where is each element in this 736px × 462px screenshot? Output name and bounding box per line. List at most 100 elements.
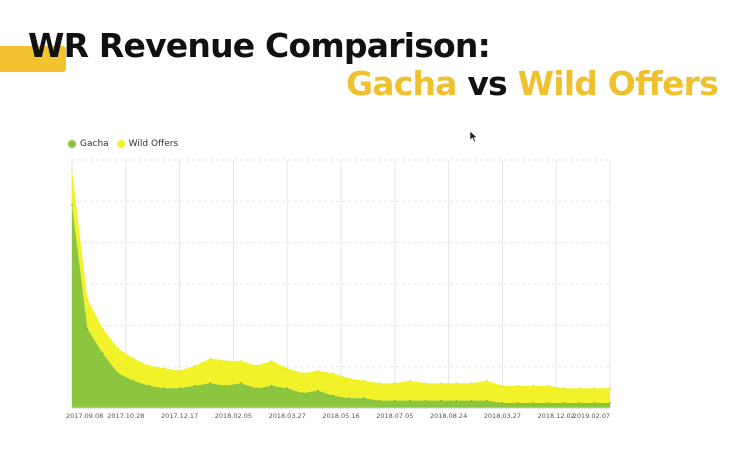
x-tick-label: 2018.03.27 (484, 412, 521, 420)
data-point-wild-offers (148, 365, 150, 367)
data-point-gacha (347, 397, 350, 399)
data-point-wild-offers (271, 360, 273, 362)
data-point-gacha (470, 399, 473, 402)
legend-label-gacha: Gacha (80, 139, 109, 149)
data-point-wild-offers (501, 384, 504, 387)
data-point-wild-offers (163, 367, 166, 370)
data-point-wild-offers (547, 384, 550, 387)
mouse-cursor-icon (470, 131, 478, 143)
data-point-wild-offers (455, 382, 458, 385)
x-tick-label: 2018.12.02 (538, 412, 575, 420)
data-point-gacha (609, 402, 611, 404)
title-line2: Gacha vs Wild Offers (345, 64, 719, 103)
data-point-gacha (455, 399, 458, 402)
x-tick-label: 2017.12.17 (161, 412, 198, 420)
data-point-wild-offers (470, 382, 473, 385)
data-point-wild-offers (363, 379, 365, 382)
data-point-gacha (440, 399, 442, 402)
data-point-wild-offers (317, 370, 319, 372)
data-point-wild-offers (71, 169, 73, 171)
data-point-gacha (148, 384, 150, 387)
data-point-wild-offers (424, 382, 427, 385)
legend-swatch-gacha (68, 140, 76, 148)
data-point-gacha (578, 402, 581, 404)
data-point-wild-offers (178, 370, 181, 372)
series-area-gacha (72, 204, 610, 408)
x-tick-label: 2017.10.28 (107, 412, 144, 420)
x-tick-label: 2018.03.27 (269, 412, 306, 420)
data-point-gacha (301, 392, 304, 394)
data-point-gacha (132, 379, 135, 382)
data-point-wild-offers (378, 382, 381, 385)
data-point-gacha (71, 203, 73, 206)
data-point-wild-offers (593, 387, 596, 389)
data-point-wild-offers (301, 372, 304, 375)
data-point-gacha (194, 384, 196, 387)
data-point-gacha (394, 399, 396, 402)
data-point-gacha (547, 402, 550, 404)
data-point-wild-offers (578, 387, 581, 389)
data-point-gacha (593, 402, 596, 404)
data-point-wild-offers (440, 382, 442, 385)
data-point-wild-offers (394, 382, 396, 385)
data-point-gacha (317, 389, 319, 392)
data-point-gacha (255, 387, 258, 389)
data-point-gacha (409, 399, 411, 402)
x-tick-label: 2018.07.05 (376, 412, 413, 420)
data-point-gacha (224, 384, 227, 387)
legend-item-gacha[interactable]: Gacha (68, 139, 109, 149)
data-point-gacha (271, 384, 273, 387)
data-point-wild-offers (516, 384, 519, 387)
data-point-gacha (424, 399, 427, 402)
title-vs: vs (467, 64, 507, 103)
data-point-gacha (286, 387, 289, 389)
title-gacha: Gacha (345, 64, 457, 103)
data-point-gacha (363, 397, 365, 399)
data-point-gacha (332, 394, 335, 397)
data-point-wild-offers (609, 387, 611, 389)
data-point-wild-offers (332, 372, 335, 375)
x-tick-label: 2018.02.05 (215, 412, 252, 420)
legend-item-wild-offers[interactable]: Wild Offers (116, 139, 179, 149)
data-point-gacha (163, 387, 166, 389)
data-point-wild-offers (86, 298, 89, 300)
data-point-gacha (209, 382, 212, 385)
data-point-wild-offers (224, 360, 227, 362)
data-point-wild-offers (132, 357, 135, 360)
data-point-wild-offers (240, 360, 242, 362)
data-point-gacha (178, 387, 181, 389)
data-point-wild-offers (347, 377, 350, 380)
data-point-gacha (240, 382, 242, 385)
data-point-gacha (563, 402, 565, 404)
data-point-gacha (117, 372, 119, 375)
title-wild-offers: Wild Offers (517, 64, 719, 103)
data-point-wild-offers (286, 367, 289, 370)
data-point-wild-offers (486, 379, 488, 382)
data-point-wild-offers (194, 365, 196, 367)
x-tick-label: 2019.02.07 (573, 412, 610, 420)
data-point-gacha (378, 399, 381, 402)
data-point-gacha (532, 402, 534, 404)
data-point-gacha (86, 327, 89, 330)
accent-bar (0, 46, 66, 72)
data-point-wild-offers (117, 347, 119, 350)
chart-legend: Gacha Wild Offers (68, 139, 186, 149)
data-point-wild-offers (409, 379, 411, 382)
data-point-wild-offers (255, 365, 258, 367)
x-tick-label: 2018.05.16 (322, 412, 359, 420)
x-tick-label: 2018.08.24 (430, 412, 467, 420)
data-point-gacha (486, 399, 488, 402)
data-point-wild-offers (563, 387, 565, 389)
data-point-wild-offers (101, 327, 104, 330)
data-point-gacha (516, 402, 519, 404)
data-point-wild-offers (209, 357, 212, 360)
x-tick-label: 2017.09.08 (66, 412, 103, 420)
data-point-gacha (501, 402, 504, 404)
data-point-gacha (101, 352, 104, 355)
title-line1: WR Revenue Comparison: (28, 26, 491, 65)
data-point-wild-offers (532, 384, 534, 387)
legend-label-wild-offers: Wild Offers (128, 139, 179, 149)
legend-swatch-wild-offers (116, 140, 125, 148)
